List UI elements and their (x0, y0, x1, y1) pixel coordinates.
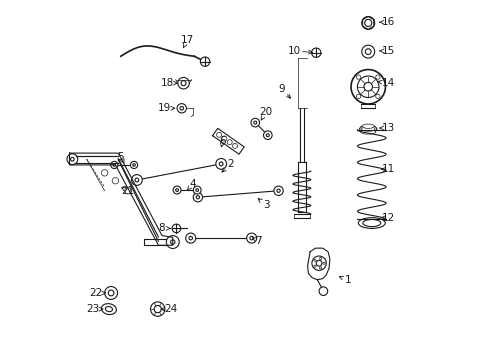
Text: 13: 13 (381, 123, 394, 133)
Circle shape (227, 140, 232, 145)
Circle shape (316, 260, 321, 266)
Circle shape (361, 17, 374, 30)
Circle shape (350, 69, 385, 104)
Circle shape (195, 189, 198, 192)
Circle shape (124, 188, 131, 194)
Circle shape (319, 257, 321, 260)
Text: 24: 24 (164, 304, 177, 314)
Text: 8: 8 (159, 224, 165, 233)
Text: 14: 14 (381, 78, 394, 88)
Circle shape (253, 121, 256, 124)
Circle shape (67, 154, 78, 165)
Text: 6: 6 (219, 136, 226, 145)
Ellipse shape (358, 218, 385, 228)
Circle shape (196, 195, 199, 199)
Circle shape (170, 240, 175, 244)
Text: 3: 3 (262, 200, 269, 210)
Circle shape (319, 267, 321, 269)
Text: 7: 7 (255, 236, 262, 246)
Circle shape (200, 57, 209, 66)
Ellipse shape (360, 130, 375, 134)
Ellipse shape (362, 124, 373, 129)
Text: 11: 11 (381, 164, 394, 174)
Text: 12: 12 (381, 213, 394, 222)
Text: 4: 4 (189, 179, 195, 189)
Circle shape (154, 306, 161, 313)
Circle shape (135, 178, 139, 182)
Circle shape (276, 189, 280, 192)
Text: 15: 15 (381, 46, 394, 56)
Circle shape (250, 118, 259, 127)
Circle shape (363, 82, 372, 91)
Text: 22: 22 (89, 288, 102, 298)
Circle shape (375, 75, 379, 79)
Circle shape (219, 162, 223, 166)
Circle shape (361, 45, 374, 58)
Text: 17: 17 (180, 35, 193, 45)
Circle shape (311, 48, 320, 57)
Circle shape (232, 143, 237, 148)
Circle shape (356, 94, 360, 99)
Circle shape (172, 224, 180, 233)
Text: 18: 18 (161, 78, 174, 88)
Circle shape (180, 107, 183, 110)
Text: 23: 23 (86, 304, 100, 314)
Text: 9: 9 (278, 84, 285, 94)
Text: 20: 20 (259, 107, 272, 117)
Circle shape (113, 164, 115, 166)
Circle shape (188, 236, 192, 240)
Circle shape (101, 170, 108, 176)
Circle shape (131, 175, 142, 185)
Circle shape (311, 256, 325, 270)
Circle shape (365, 20, 370, 26)
Circle shape (216, 132, 221, 137)
Circle shape (70, 157, 74, 161)
Ellipse shape (362, 220, 380, 226)
Text: 2: 2 (226, 159, 233, 169)
Circle shape (193, 186, 201, 194)
Circle shape (222, 136, 226, 141)
Ellipse shape (105, 307, 112, 312)
Circle shape (323, 262, 325, 264)
Circle shape (173, 186, 181, 194)
Circle shape (319, 287, 327, 296)
Circle shape (313, 265, 315, 267)
Circle shape (263, 131, 271, 139)
Circle shape (364, 19, 371, 27)
Circle shape (375, 94, 379, 99)
Circle shape (249, 236, 253, 240)
Ellipse shape (102, 303, 116, 315)
Circle shape (313, 259, 315, 261)
Circle shape (365, 49, 370, 54)
Text: 21: 21 (121, 186, 134, 196)
Circle shape (357, 76, 378, 98)
Circle shape (193, 193, 202, 202)
Circle shape (130, 161, 137, 168)
Circle shape (215, 158, 226, 169)
Text: 19: 19 (158, 103, 171, 113)
Circle shape (356, 75, 360, 79)
Ellipse shape (359, 125, 376, 133)
Circle shape (181, 81, 185, 86)
Ellipse shape (361, 127, 374, 131)
Text: 1: 1 (345, 275, 351, 285)
Circle shape (108, 290, 114, 296)
Circle shape (246, 233, 256, 243)
Circle shape (175, 189, 178, 192)
Circle shape (133, 164, 135, 166)
Circle shape (273, 186, 283, 195)
Circle shape (177, 104, 186, 113)
Text: 5: 5 (117, 152, 124, 162)
Circle shape (112, 177, 119, 184)
Circle shape (166, 235, 179, 248)
Circle shape (150, 302, 164, 316)
Circle shape (185, 233, 195, 243)
Text: 10: 10 (287, 46, 301, 56)
Text: 16: 16 (381, 17, 394, 27)
Circle shape (104, 287, 117, 300)
Circle shape (178, 77, 189, 89)
Circle shape (266, 134, 269, 137)
Circle shape (110, 161, 118, 168)
